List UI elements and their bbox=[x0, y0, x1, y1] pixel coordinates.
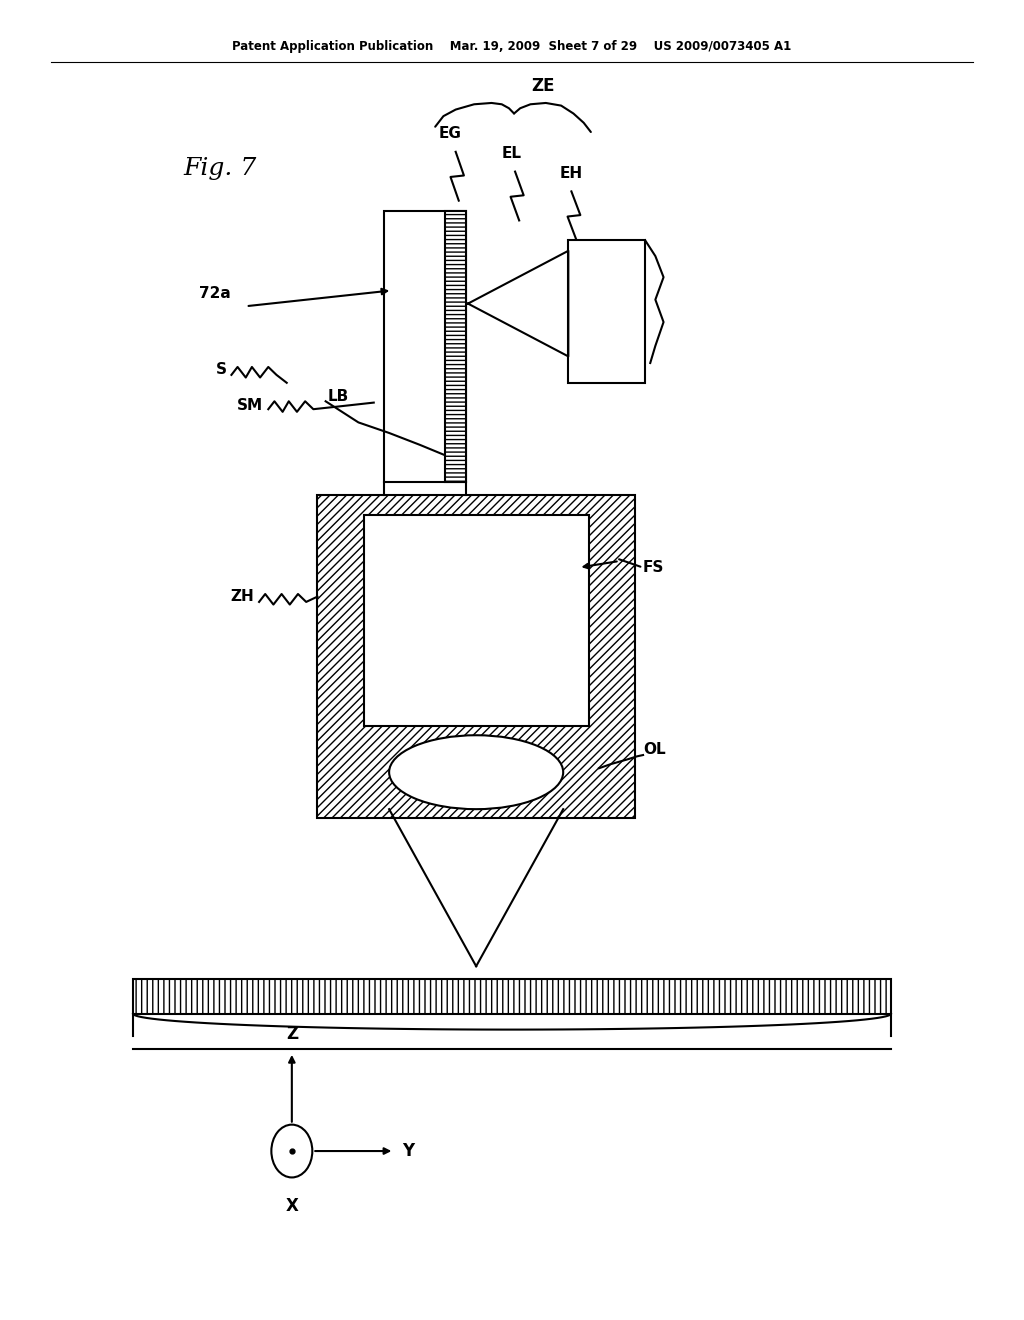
Text: Z: Z bbox=[286, 1024, 298, 1043]
Polygon shape bbox=[468, 251, 568, 356]
Bar bbox=[133, 979, 891, 1014]
Bar bbox=[568, 240, 645, 383]
Bar bbox=[317, 495, 635, 818]
Text: EL: EL bbox=[502, 147, 522, 161]
Text: EH: EH bbox=[560, 166, 583, 181]
Text: LB: LB bbox=[328, 388, 349, 404]
Text: Patent Application Publication    Mar. 19, 2009  Sheet 7 of 29    US 2009/007340: Patent Application Publication Mar. 19, … bbox=[232, 40, 792, 53]
Text: 72a: 72a bbox=[199, 285, 230, 301]
Bar bbox=[445, 211, 466, 482]
Bar bbox=[364, 515, 589, 726]
Text: OL: OL bbox=[643, 742, 666, 758]
Text: FS: FS bbox=[643, 560, 665, 576]
Text: ZH: ZH bbox=[230, 589, 254, 605]
Text: SM: SM bbox=[237, 397, 263, 413]
Text: S: S bbox=[216, 362, 227, 378]
Bar bbox=[384, 211, 466, 482]
Ellipse shape bbox=[389, 735, 563, 809]
Text: X: X bbox=[286, 1197, 298, 1216]
Text: ZE: ZE bbox=[531, 77, 554, 95]
Text: Y: Y bbox=[402, 1142, 415, 1160]
Text: Fig. 7: Fig. 7 bbox=[183, 157, 257, 181]
Text: EG: EG bbox=[439, 127, 462, 141]
